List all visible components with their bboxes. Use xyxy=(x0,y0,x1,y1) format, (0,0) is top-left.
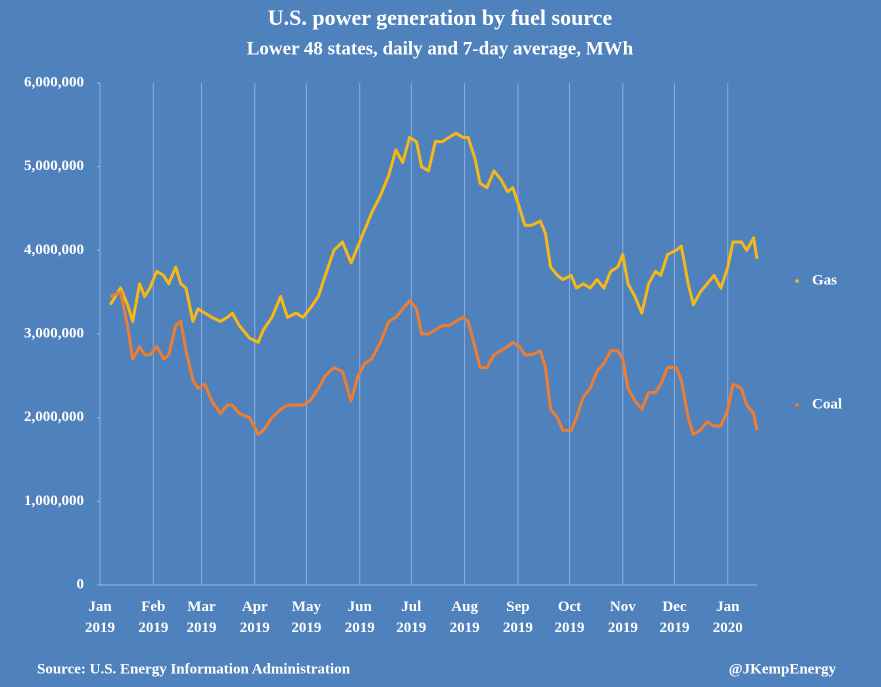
y-tick-label: 2,000,000 xyxy=(24,409,84,425)
y-tick-label: 1,000,000 xyxy=(24,493,84,509)
chart-title: U.S. power generation by fuel source xyxy=(268,5,613,30)
source: Source: U.S. Energy Information Administ… xyxy=(37,661,351,677)
x-tick-label: Jan 2020 xyxy=(712,599,743,636)
x-tick-label: Oct 2019 xyxy=(554,599,585,636)
y-tick-label: 0 xyxy=(77,576,85,592)
x-tick-label: Jul 2019 xyxy=(396,599,427,636)
legend-label: Gas xyxy=(812,272,837,288)
series-line xyxy=(109,131,759,344)
x-tick-label: Sep 2019 xyxy=(502,599,533,636)
y-tick-label: 3,000,000 xyxy=(24,325,84,341)
y-tick-label: 6,000,000 xyxy=(24,74,84,90)
y-tick-label: 4,000,000 xyxy=(24,242,84,258)
x-tick-label: Jun 2019 xyxy=(344,599,375,636)
y-tick-label: 5,000,000 xyxy=(24,158,84,174)
x-tick-label: Dec 2019 xyxy=(659,599,690,636)
x-tick-label: Feb 2019 xyxy=(138,599,169,636)
x-tick-label: Apr 2019 xyxy=(239,599,270,636)
x-tick-label: Mar 2019 xyxy=(186,599,217,636)
x-tick-label: May 2019 xyxy=(291,599,322,636)
legend-marker xyxy=(795,403,799,407)
series-line xyxy=(109,290,759,436)
legend-marker xyxy=(795,279,799,283)
x-tick-label: Nov 2019 xyxy=(607,599,638,636)
legend-label: Coal xyxy=(812,396,842,412)
x-tick-label: Aug 2019 xyxy=(449,599,480,636)
x-tick-label: Jan 2019 xyxy=(85,599,115,636)
credit: @JKempEnergy xyxy=(729,661,837,677)
chart-subtitle: Lower 48 states, daily and 7-day average… xyxy=(247,38,634,59)
